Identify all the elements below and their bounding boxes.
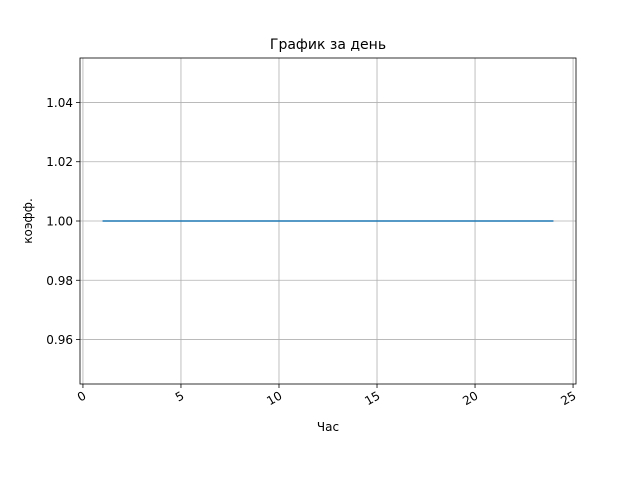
x-tick-label: 25 bbox=[558, 388, 578, 408]
y-tick-label: 1.04 bbox=[46, 96, 73, 110]
y-axis-ticks: 0.96 0.98 1.00 1.02 1.04 bbox=[46, 96, 80, 347]
y-tick-label: 1.00 bbox=[46, 215, 73, 229]
x-tick-label: 15 bbox=[362, 388, 382, 408]
chart-title: График за день bbox=[270, 37, 386, 53]
x-tick-label: 20 bbox=[460, 388, 480, 408]
y-axis-label: коэфф. bbox=[21, 198, 35, 244]
y-tick-label: 1.02 bbox=[46, 155, 73, 169]
x-axis-label: Час bbox=[317, 420, 339, 434]
y-tick-label: 0.96 bbox=[46, 333, 73, 347]
x-tick-label: 10 bbox=[264, 388, 284, 408]
y-tick-label: 0.98 bbox=[46, 274, 73, 288]
